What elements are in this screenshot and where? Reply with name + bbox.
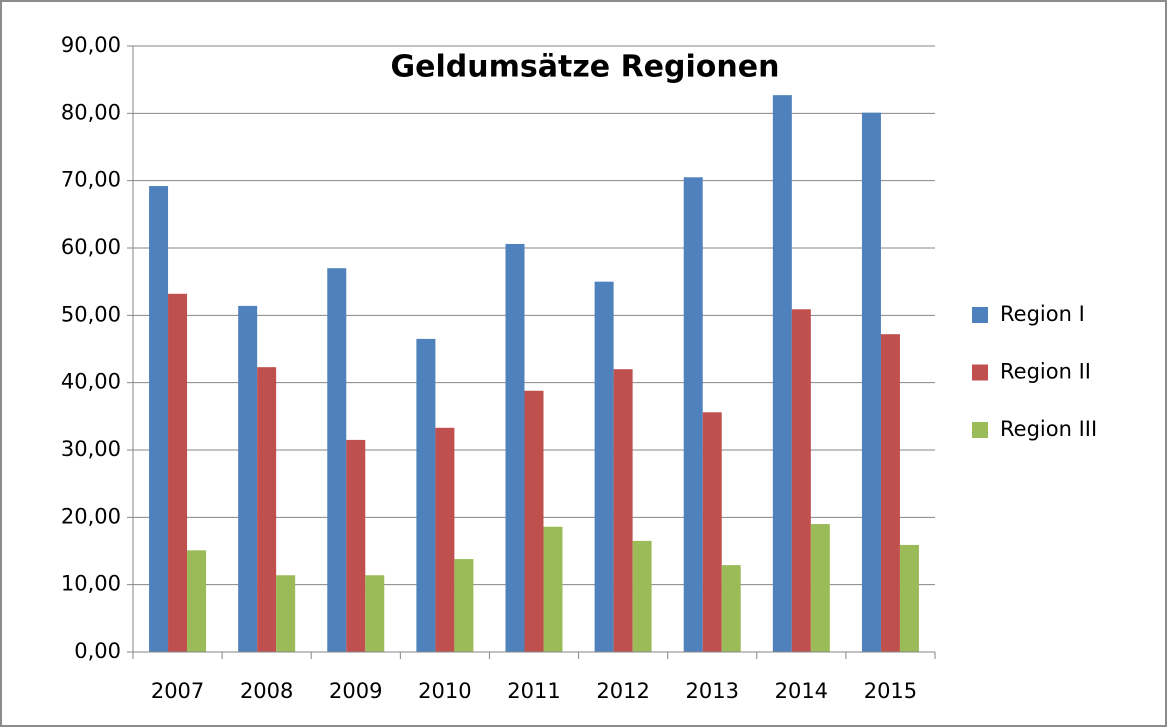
bar <box>168 293 188 652</box>
x-tick-label: 2015 <box>864 679 917 703</box>
y-tick-label: 90,00 <box>61 33 121 57</box>
y-tick-label: 50,00 <box>61 302 121 326</box>
bar <box>899 544 919 652</box>
y-tick-label: 80,00 <box>61 100 121 124</box>
bar <box>257 367 277 652</box>
x-tick-label: 2011 <box>507 679 560 703</box>
x-tick-label: 2009 <box>329 679 382 703</box>
bar <box>613 369 633 652</box>
y-tick-label: 10,00 <box>61 572 121 596</box>
bar <box>543 526 563 652</box>
bar <box>880 334 900 652</box>
legend-label: Region III <box>1000 417 1097 441</box>
legend-label: Region II <box>1000 360 1091 384</box>
y-tick-label: 0,00 <box>74 639 121 663</box>
bar <box>861 112 881 652</box>
bar <box>454 559 474 652</box>
bar <box>702 412 722 652</box>
bar <box>238 305 258 652</box>
x-tick-label: 2007 <box>151 679 204 703</box>
x-tick-label: 2013 <box>685 679 738 703</box>
bar <box>810 524 830 652</box>
legend-swatch <box>972 422 988 438</box>
legend-label: Region I <box>1000 302 1085 326</box>
bar <box>149 186 169 652</box>
bar <box>365 575 385 652</box>
chart-title: Geldumsätze Regionen <box>391 50 780 85</box>
legend-swatch <box>972 307 988 323</box>
bar <box>721 565 741 652</box>
bar <box>632 540 652 652</box>
x-tick-label: 2010 <box>418 679 471 703</box>
bar <box>187 550 207 652</box>
x-tick-label: 2012 <box>596 679 649 703</box>
bar <box>594 281 614 652</box>
bar <box>772 95 792 653</box>
bar <box>524 390 544 652</box>
y-tick-label: 30,00 <box>61 437 121 461</box>
bar <box>505 243 525 652</box>
y-tick-label: 60,00 <box>61 235 121 259</box>
y-tick-label: 70,00 <box>61 168 121 192</box>
legend-swatch <box>972 364 988 381</box>
bar <box>327 268 347 652</box>
bar <box>791 309 811 652</box>
x-tick-label: 2008 <box>240 679 293 703</box>
bar <box>683 177 703 653</box>
y-tick-label: 40,00 <box>61 370 121 394</box>
x-tick-label: 2014 <box>775 679 828 703</box>
bar <box>276 575 296 652</box>
bar <box>435 427 455 652</box>
y-tick-label: 20,00 <box>61 504 121 528</box>
bar <box>346 439 366 652</box>
bar <box>416 338 436 652</box>
